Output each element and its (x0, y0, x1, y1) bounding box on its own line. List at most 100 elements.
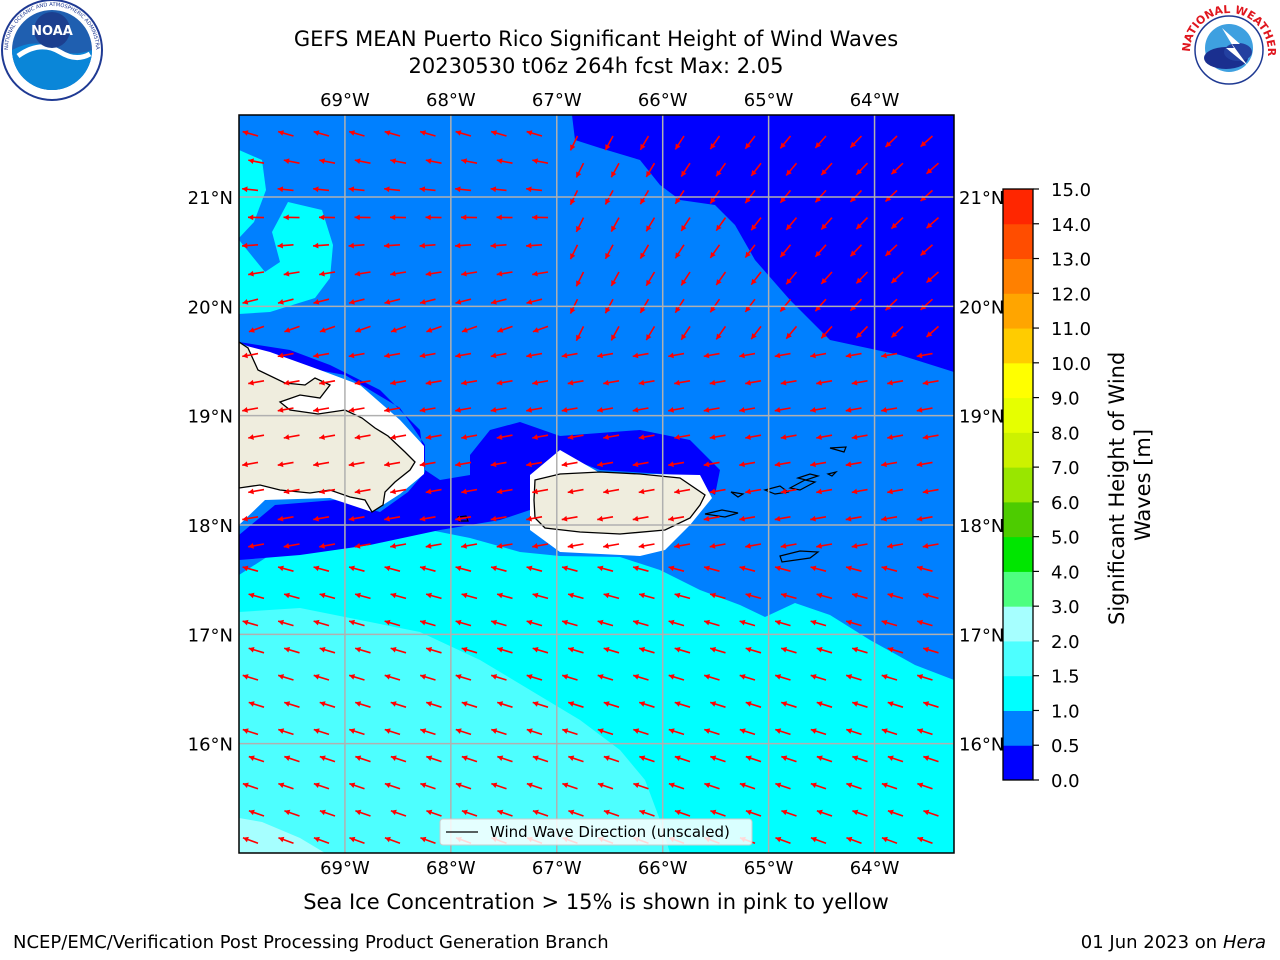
wind-arrow-head (348, 299, 355, 305)
wind-arrow-head (461, 214, 467, 221)
wind-arrow-head (781, 701, 788, 707)
wind-arrow-head (426, 701, 433, 707)
wind-arrow-head (887, 701, 894, 707)
wind-arrow-head (284, 809, 291, 816)
colorbar-segment (1003, 710, 1033, 746)
wind-arrow-head (526, 242, 532, 249)
wind-arrow-head (532, 646, 539, 653)
wind-arrow-head (675, 197, 681, 204)
wind-arrow-head (704, 619, 710, 626)
wind-arrow-head (496, 270, 503, 277)
colorbar-tick-label: 3.0 (1051, 597, 1080, 618)
wind-arrow-head (674, 543, 680, 549)
wind-arrow-head (278, 782, 285, 789)
chart-subtitle: 20230530 t06z 264h fcst Max: 2.05 (408, 54, 784, 78)
wind-arrow-head (567, 379, 574, 386)
wind-arrow-head (384, 242, 390, 249)
wind-arrow-head (277, 461, 284, 468)
wind-arrow-head (632, 461, 639, 468)
wind-arrow-head (810, 619, 817, 626)
wind-arrow-head (561, 461, 568, 468)
wind-arrow-head (419, 515, 426, 522)
wind-arrow-head (639, 646, 646, 653)
wind-arrow-head (751, 278, 757, 285)
wind-arrow-head (926, 222, 933, 229)
wind-arrow-head (633, 619, 639, 626)
wind-arrow-head (739, 352, 745, 359)
wind-arrow-head (926, 168, 933, 174)
wind-arrow-head (425, 158, 432, 164)
wind-arrow-head (846, 782, 853, 789)
wind-arrow-head (455, 565, 462, 572)
wind-arrow-head (455, 130, 462, 136)
wind-arrow-head (751, 333, 757, 340)
wind-arrow-head (526, 565, 533, 572)
wind-arrow-head (491, 782, 498, 789)
wind-arrow-head (710, 306, 716, 313)
wind-arrow-head (390, 270, 396, 277)
wind-arrow-head (248, 809, 255, 816)
wind-arrow-head (562, 728, 569, 734)
wind-arrow-head (745, 755, 752, 761)
wind-arrow-head (248, 701, 255, 707)
wind-arrow-head (567, 488, 574, 495)
wind-arrow-head (354, 270, 361, 277)
colorbar-segment (1003, 501, 1033, 538)
wind-arrow-head (703, 352, 710, 359)
wind-arrow-head (390, 488, 396, 495)
wind-arrow-head (455, 299, 462, 305)
wind-arrow-head (881, 836, 888, 843)
wind-arrow-head (319, 701, 326, 707)
wind-arrow-head (426, 755, 433, 761)
wind-arrow-head (668, 782, 675, 789)
wind-arrow-head (491, 728, 498, 734)
wind-arrow-head (526, 674, 533, 680)
wind-arrow-head (319, 488, 325, 495)
wind-arrow-head (774, 461, 781, 468)
wind-arrow-head (640, 252, 646, 259)
colorbar-tick-label: 4.0 (1051, 562, 1080, 583)
lat-tick-label: 17°N (188, 625, 233, 646)
wind-arrow-head (319, 379, 325, 386)
lat-tick-label: 20°N (959, 297, 1004, 318)
colorbar-segment (1003, 467, 1033, 503)
lon-tick-label: 65°W (744, 858, 794, 879)
wind-arrow-head (774, 515, 781, 522)
lat-tick-label: 16°N (959, 735, 1004, 756)
wind-arrow-head (567, 434, 574, 440)
wind-arrow-head (313, 407, 319, 413)
wind-arrow-head (390, 379, 396, 386)
wind-arrow-head (775, 836, 782, 843)
wind-arrow-head (845, 515, 852, 522)
wind-arrow-head (461, 488, 467, 495)
wind-arrow-head (532, 701, 539, 707)
wind-arrow-head (922, 379, 929, 386)
wind-arrow-head (420, 565, 426, 572)
wind-arrow-head (242, 674, 249, 680)
wind-arrow-head (354, 158, 361, 164)
land-virgin-islands (788, 446, 847, 491)
wind-arrow-head (532, 592, 539, 599)
colorbar-segment (1003, 189, 1033, 225)
wind-arrow-head (532, 755, 539, 761)
wind-arrow-head (283, 158, 290, 164)
wind-arrow-head (319, 646, 326, 653)
wind-arrow-head (851, 543, 858, 549)
wind-arrow-head (426, 592, 432, 599)
wind-arrow-head (461, 270, 467, 277)
wind-arrow-head (497, 327, 504, 333)
wind-arrow-head (856, 168, 863, 175)
wind-arrow-head (419, 407, 426, 413)
wind-arrow-head (816, 434, 822, 440)
wind-arrow-head (349, 619, 355, 626)
wind-arrow-head (887, 379, 893, 386)
wind-arrow-head (355, 327, 362, 333)
wind-arrow-head (923, 646, 930, 653)
lon-tick-label: 68°W (426, 90, 476, 111)
wind-arrow-head (384, 674, 391, 680)
wind-arrow-head (668, 728, 675, 734)
colorbar-tick-label: 6.0 (1051, 493, 1080, 514)
wind-arrow-head (242, 565, 249, 572)
wind-arrow-head (920, 195, 927, 202)
wind-arrow-head (496, 379, 503, 386)
